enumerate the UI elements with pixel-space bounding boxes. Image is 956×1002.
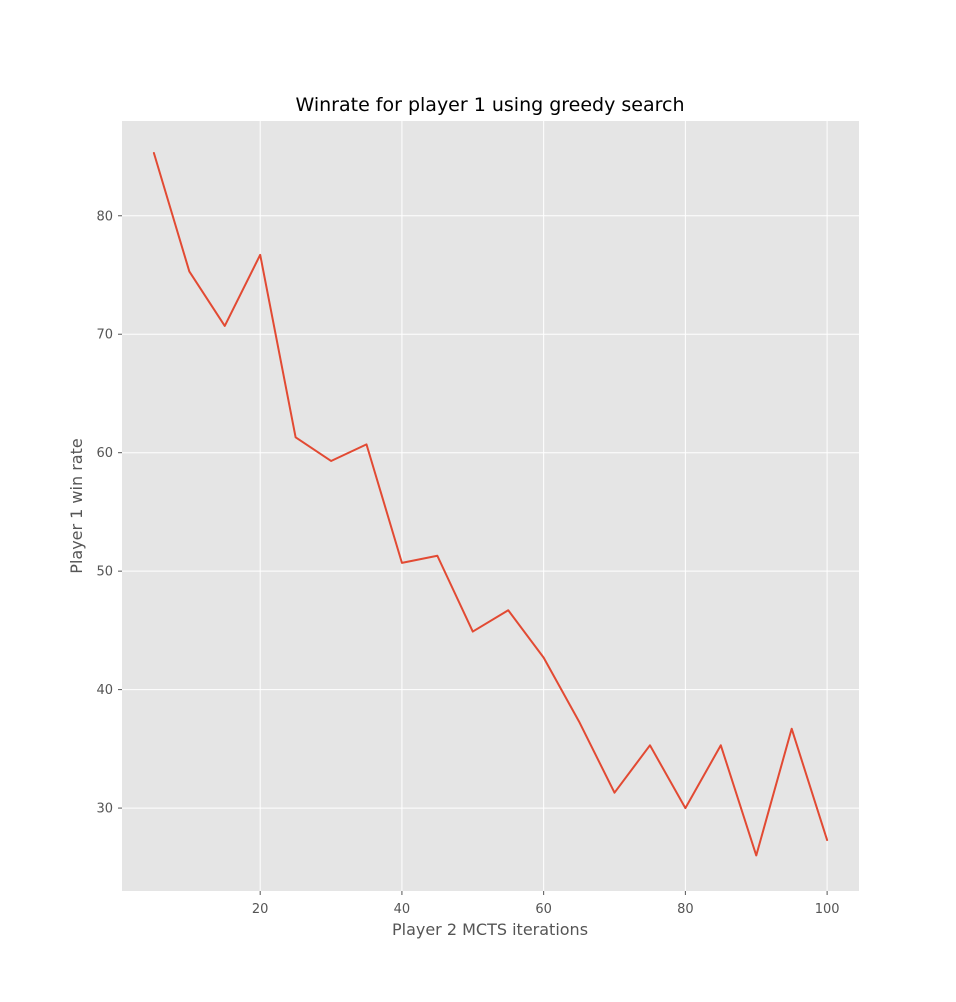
data-point	[330, 460, 332, 462]
data-point	[791, 728, 793, 730]
grid-lines	[122, 121, 859, 891]
data-point	[578, 721, 580, 723]
x-tick-label: 40	[394, 902, 411, 917]
data-point	[543, 657, 545, 659]
data-point	[507, 609, 509, 611]
y-tick-label: 70	[96, 328, 113, 343]
data-point	[365, 443, 367, 445]
x-tick-label: 60	[535, 902, 552, 917]
data-point	[224, 325, 226, 327]
y-tick-label: 80	[96, 209, 113, 224]
series-line	[152, 151, 829, 857]
data-point	[188, 270, 190, 272]
x-axis-label: Player 2 MCTS iterations	[392, 920, 588, 939]
y-tick-label: 40	[96, 683, 113, 698]
data-point	[153, 152, 155, 154]
plot-area	[122, 121, 859, 891]
chart-title: Winrate for player 1 using greedy search	[295, 94, 684, 116]
y-tick-label: 30	[96, 802, 113, 817]
data-point	[826, 839, 828, 841]
data-point	[401, 562, 403, 564]
data-point	[649, 744, 651, 746]
y-tick-label: 50	[96, 565, 113, 580]
data-point	[472, 631, 474, 633]
x-tick-label: 20	[252, 902, 269, 917]
data-point	[684, 807, 686, 809]
data-point	[720, 744, 722, 746]
y-axis-label: Player 1 win rate	[67, 438, 86, 573]
data-point	[755, 854, 757, 856]
x-tick-label: 100	[815, 902, 840, 917]
data-point	[259, 254, 261, 256]
axis-ticks: 20 40 60 80 100 30 40 50 60 70 80	[96, 209, 839, 917]
data-point	[436, 555, 438, 557]
x-tick-label: 80	[677, 902, 694, 917]
series-layer	[152, 151, 829, 857]
data-point	[295, 436, 297, 438]
y-tick-label: 60	[96, 446, 113, 461]
data-point	[614, 792, 616, 794]
